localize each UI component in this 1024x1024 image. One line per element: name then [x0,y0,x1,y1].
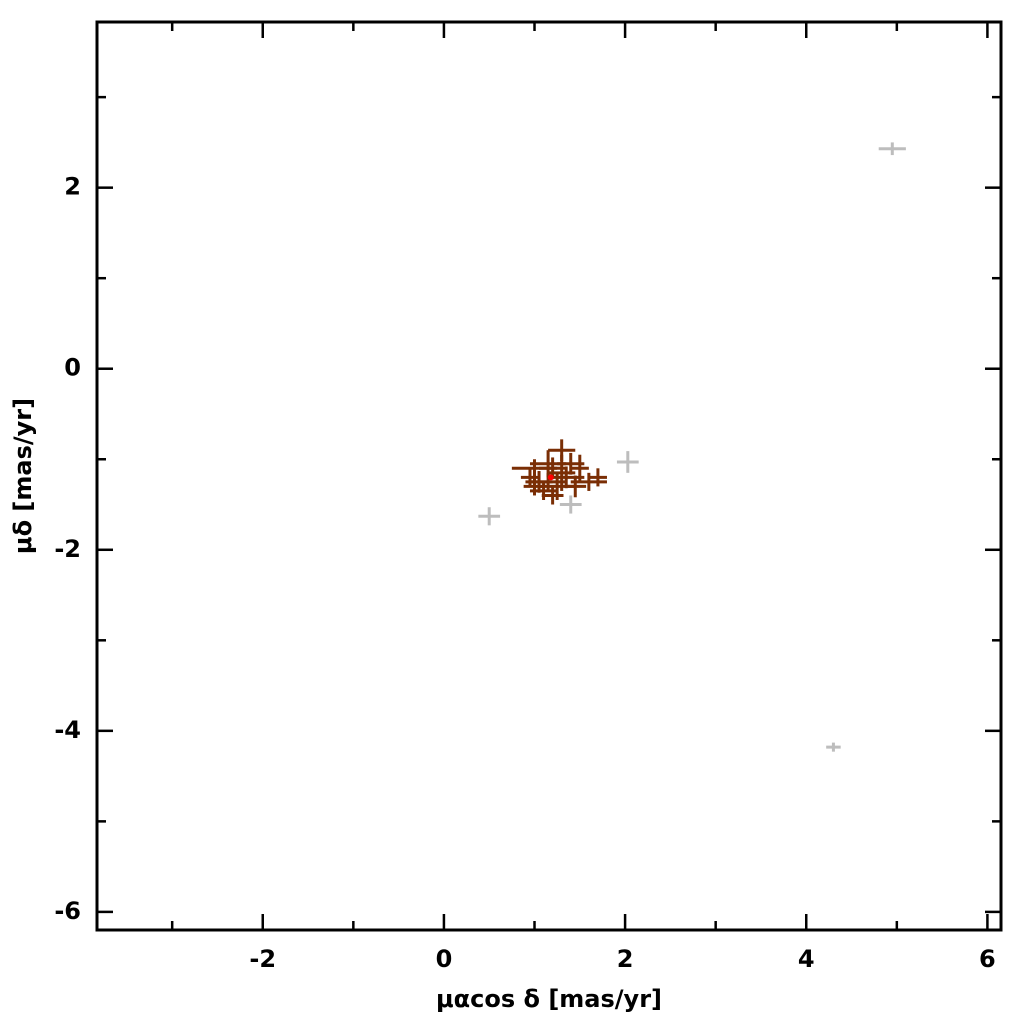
x-tick-label: 6 [979,945,996,973]
y-tick-label: 0 [64,354,81,382]
x-axis-label: μαcos δ [mas/yr] [436,985,662,1013]
y-tick-label: -6 [54,897,81,925]
x-tick-label: 0 [436,945,453,973]
y-tick-label: -2 [54,535,81,563]
x-tick-label: 4 [798,945,815,973]
x-tick-label: 2 [617,945,634,973]
x-tick-label: -2 [249,945,276,973]
y-tick-label: -4 [54,716,81,744]
center-point [547,474,554,481]
y-tick-label: 2 [64,173,81,201]
plot-frame [95,20,1003,932]
y-axis-label: μδ [mas/yr] [9,398,37,554]
